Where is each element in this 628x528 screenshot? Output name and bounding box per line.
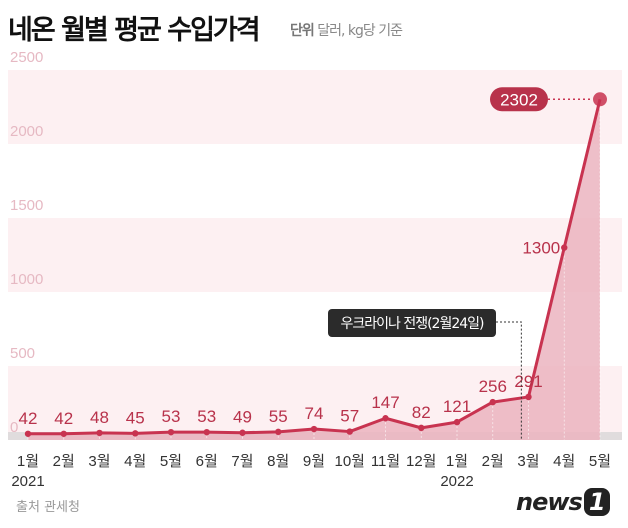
data-label: 55 [269,407,288,426]
x-tick-label: 11월 [371,453,400,470]
y-tick-label: 0 [10,419,18,436]
x-tick-label: 1월 [17,453,39,470]
data-point [96,429,103,437]
data-point [275,428,282,436]
x-tick-label: 7월 [231,453,253,470]
data-point [453,418,461,426]
data-label: 49 [233,408,252,427]
data-point [593,92,607,107]
data-point [132,430,139,437]
data-point [24,430,32,437]
source-label: 출처 [16,500,40,515]
data-label: 57 [340,407,359,426]
data-point [239,429,246,436]
grid-band [8,218,622,292]
annotation-leader [496,321,522,440]
data-point [489,398,496,406]
x-tick-label: 6월 [196,453,218,470]
data-point [346,428,353,435]
y-tick-label: 2500 [10,49,43,66]
y-tick-label: 1500 [10,197,43,214]
annotation-text: 우크라이나 전쟁(2월24일) [340,316,484,332]
data-point [382,415,389,422]
unit-label: 단위 [290,23,315,39]
data-point [418,424,425,432]
data-label: 256 [479,377,507,396]
data-label: 82 [412,403,431,422]
x-tick-label: 12월 [406,453,437,470]
unit-note: 단위 달러, kg당 기준 [290,20,403,40]
x-tick-label: 3월 [88,453,110,470]
x-tick-label: 1월 [446,453,468,470]
data-label: 147 [371,393,399,412]
year-label: 2022 [440,473,473,490]
x-tick-label: 3월 [517,453,539,470]
logo-mark: 1 [583,488,610,516]
data-label: 1300 [522,239,560,258]
x-tick-label: 10월 [335,453,366,470]
x-tick-label: 8월 [267,453,289,470]
x-tick-label: 5월 [160,453,182,470]
data-label: 48 [90,408,109,427]
data-label: 121 [443,397,471,416]
data-label: 42 [54,409,73,428]
data-point [203,428,210,436]
x-tick-label: 4월 [553,453,575,470]
source-value: 관세청 [44,500,80,515]
y-tick-label: 500 [10,345,35,362]
annotation-box [328,309,496,337]
area-fill [28,99,600,440]
data-point [525,393,532,401]
x-tick-label: 2월 [53,453,75,470]
data-point [60,430,67,437]
source-note: 출처 관세청 [16,496,80,515]
highlight-label-bg [490,87,548,112]
logo-text: news [516,488,583,516]
x-tick-label: 9월 [303,453,325,470]
data-label: 53 [197,407,216,426]
data-label: 74 [305,404,324,423]
data-point [167,428,175,436]
y-tick-label: 2000 [10,123,43,140]
data-label: 291 [514,372,542,391]
unit-text: 달러, kg당 기준 [317,23,403,39]
y-tick-label: 1000 [10,271,43,288]
data-label: 2302 [500,90,538,109]
data-point [561,244,568,251]
data-label: 53 [162,407,181,426]
data-point [310,425,318,433]
data-label: 45 [126,408,145,427]
x-tick-label: 2월 [482,453,504,470]
x-tick-label: 5월 [589,453,611,470]
chart-title: 네온 월별 평균 수입가격 [8,15,261,46]
year-label: 2021 [11,473,44,490]
data-label: 42 [19,409,38,428]
x-tick-label: 4월 [124,453,146,470]
news1-logo: news 1 [516,488,610,516]
